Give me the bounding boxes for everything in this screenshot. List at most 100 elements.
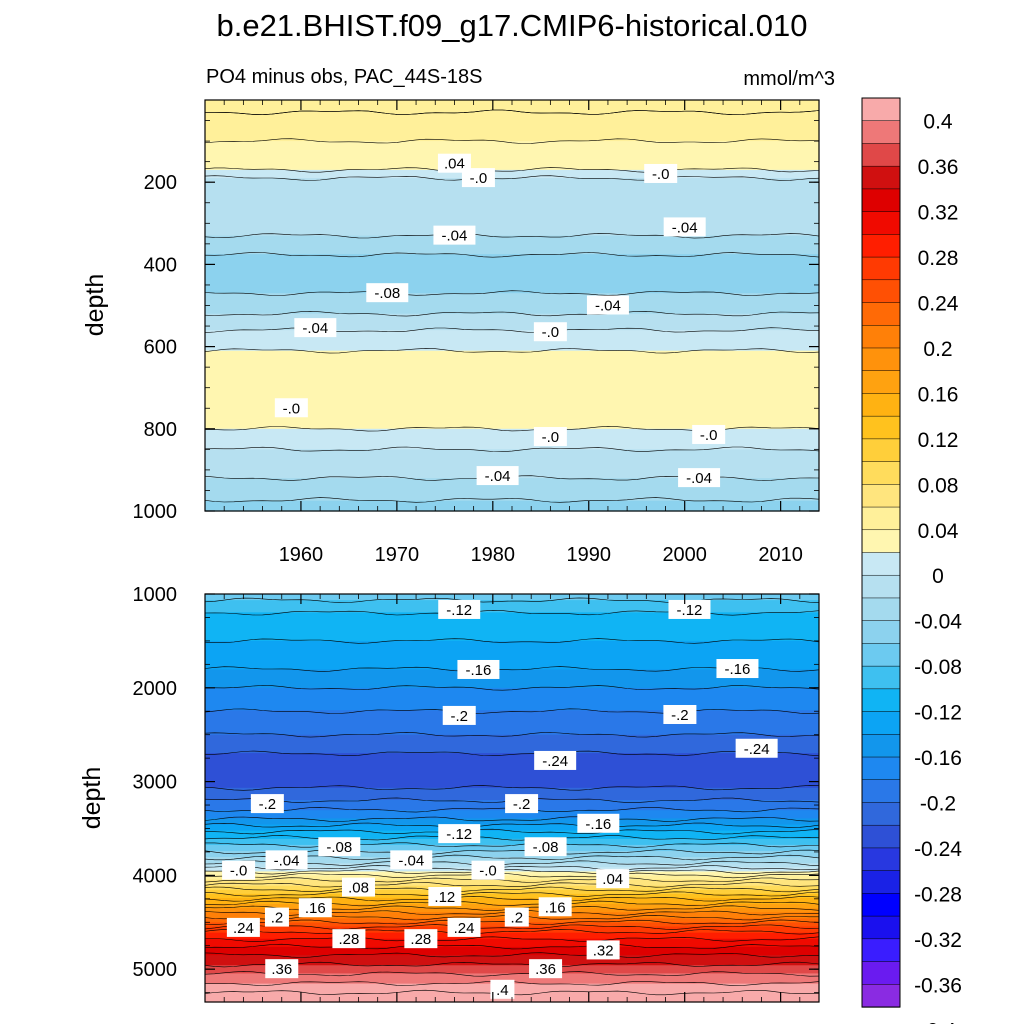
contour-band (205, 661, 819, 664)
contour-band (205, 239, 819, 243)
contour-band (205, 716, 819, 720)
contour-band (205, 250, 819, 253)
contour-band (205, 812, 819, 815)
contour-band (205, 422, 819, 426)
contour-label-bg (461, 168, 495, 188)
contour-band (205, 208, 819, 212)
contour-band (205, 254, 819, 257)
contour-band (205, 836, 819, 840)
contour-label-bg (298, 898, 332, 918)
contour-band (205, 832, 819, 836)
contour-band (205, 900, 819, 903)
contour-band (205, 816, 819, 819)
x-tick-label: 1970 (375, 544, 420, 566)
contour-label: -.04 (586, 295, 629, 315)
contour-band (205, 691, 819, 695)
contour-label-bg (442, 705, 476, 725)
contour-band (205, 946, 819, 950)
colorbar-frame (861, 97, 901, 1008)
contour-label: -.24 (735, 738, 778, 758)
contour-band (205, 718, 819, 722)
contour-band (205, 667, 819, 671)
contour-band (205, 895, 819, 899)
contour-band (205, 223, 819, 226)
contour-band (205, 252, 819, 255)
contour-band (205, 906, 819, 909)
colorbar-label: -0.2 (920, 792, 956, 815)
contour-band (205, 853, 819, 856)
contour-band (205, 190, 819, 194)
contour-line (204, 882, 820, 888)
contour-label: .4 (490, 979, 515, 999)
contour-label: .28 (404, 929, 438, 949)
contour-band (205, 749, 819, 752)
contour-band (205, 953, 819, 956)
contour-band (205, 167, 819, 171)
contour-label-bg (294, 318, 337, 338)
contour-line (204, 877, 820, 883)
contour-line (204, 290, 820, 296)
contour-band (205, 598, 819, 601)
contour-line (204, 868, 820, 875)
contour-band (205, 720, 819, 724)
contour-band (205, 714, 819, 717)
contour-label: -.08 (524, 837, 567, 857)
contour-label-text: -.08 (326, 839, 352, 856)
upper-contour-fill (205, 100, 819, 512)
contour-line (204, 310, 820, 317)
contour-band (205, 618, 819, 622)
contour-band (205, 455, 819, 459)
contour-band (205, 278, 819, 282)
contour-label: .12 (428, 886, 462, 906)
contour-band (205, 287, 819, 290)
contour-band (205, 498, 819, 502)
contour-band (205, 702, 819, 705)
contour-line (205, 750, 820, 757)
contour-band (205, 730, 819, 734)
contour-label-bg (644, 163, 678, 183)
contour-band (205, 437, 819, 440)
contour-label-bg (505, 794, 539, 814)
contour-band (205, 369, 819, 372)
contour-label-bg (447, 917, 481, 937)
contour-band (205, 186, 819, 189)
contour-band (205, 194, 819, 198)
colorbar-swatch (861, 188, 901, 213)
contour-line (204, 886, 820, 893)
contour-band (205, 612, 819, 615)
contour-label-bg (490, 979, 515, 999)
contour-band (205, 959, 819, 962)
contour-line (204, 732, 820, 738)
colorbar-swatch (861, 234, 901, 258)
contour-label-text: .28 (338, 931, 359, 948)
contour-label-bg (264, 907, 289, 927)
contour-band (205, 426, 819, 430)
contour-label-bg (265, 959, 299, 979)
contour-band (205, 765, 819, 768)
contour-line (204, 835, 820, 841)
contour-band (205, 867, 819, 870)
contour-label-text: .28 (410, 931, 431, 948)
contour-band (205, 358, 819, 362)
contour-band (205, 755, 819, 758)
contour-band (205, 747, 819, 750)
contour-band (205, 871, 819, 875)
contour-band (205, 282, 819, 286)
contour-band (205, 677, 819, 681)
contour-band (205, 241, 819, 245)
contour-label-text: -.0 (542, 429, 560, 446)
contour-band (205, 638, 819, 642)
colorbar-swatch (861, 302, 901, 326)
contour-label-text: -.2 (450, 708, 468, 725)
contour-band (205, 669, 819, 673)
contour-band (205, 414, 819, 418)
contour-band (205, 769, 819, 773)
contour-band (205, 783, 819, 787)
contour-band (205, 295, 819, 298)
colorbar-label: 0.32 (918, 202, 959, 225)
contour-band (205, 883, 819, 887)
contour-band (205, 685, 819, 689)
contour-label: -.12 (438, 599, 481, 619)
contour-band (205, 309, 819, 313)
contour-label: -.16 (457, 659, 500, 679)
